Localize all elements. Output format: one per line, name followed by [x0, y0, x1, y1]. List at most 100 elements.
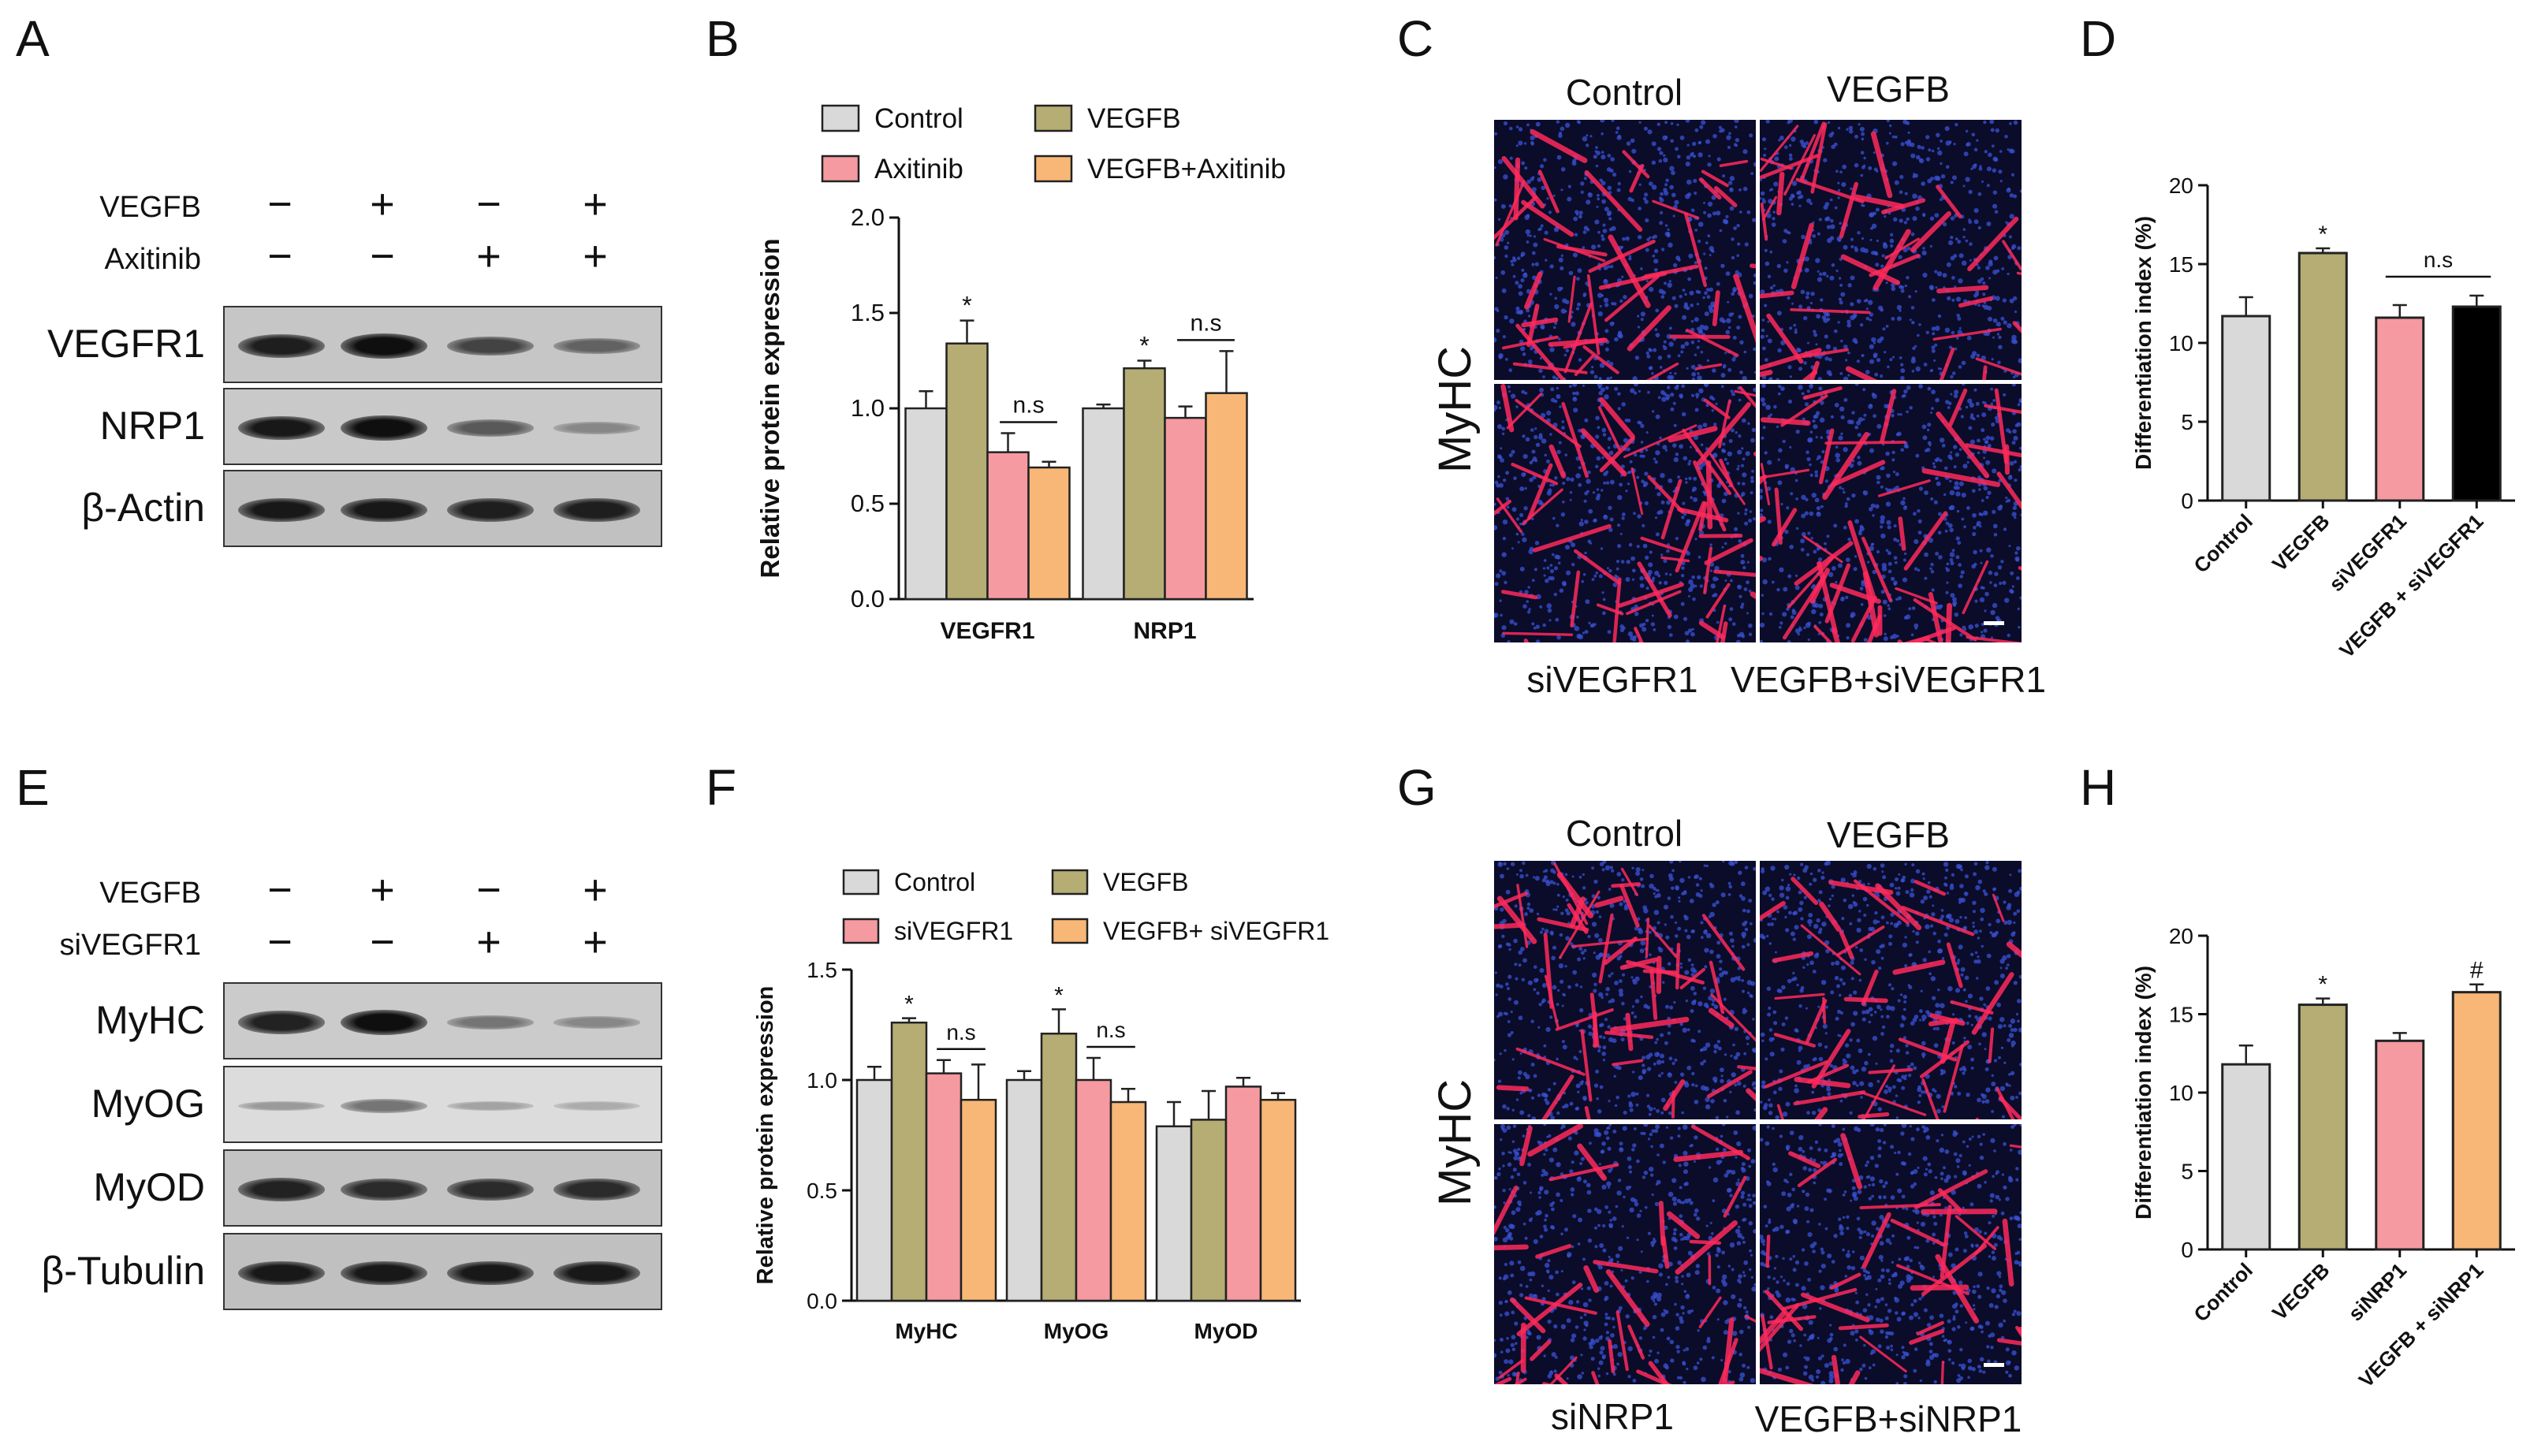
y-tick-label: 20: [2169, 173, 2193, 198]
bar: [1082, 407, 1125, 601]
scale-bar: [1984, 621, 2004, 625]
x-category-label: VEGFB: [2268, 1258, 2335, 1325]
bar: [945, 342, 989, 601]
micrograph-g-vegfb: [1760, 861, 2022, 1119]
bar: [1224, 1085, 1262, 1302]
bar-chart-d: 0 5 10 15 20 Differentiation index (%) Control…: [2131, 173, 2515, 662]
y-tick-label: 15: [2169, 1003, 2193, 1027]
blot-e-blot-band: [447, 1178, 534, 1201]
y-axis-label: Relative protein expression: [755, 239, 784, 579]
bar: [1040, 1032, 1078, 1302]
bar: [986, 451, 1030, 601]
bar: [1123, 367, 1166, 601]
y-tick-label: 0.5: [851, 490, 885, 517]
blot-e-blot-band: [238, 1100, 325, 1112]
legend-label: Control: [894, 868, 975, 896]
legend-label: VEGFB+ siVEGFR1: [1103, 917, 1329, 945]
panel-letter-e: E: [16, 759, 50, 816]
bar: [1164, 416, 1207, 601]
blot-e-blot-band: [553, 1101, 640, 1111]
blot-a-blot-band: [341, 497, 427, 523]
micrograph-c-vegfb-sivegfr1: [1760, 384, 2022, 642]
bar-chart-b: 0.0 0.5 1.0 1.5 2.0 Relative protein expressi…: [755, 103, 1286, 644]
bar: [1205, 392, 1248, 601]
blot-e-treatment-label: siVEGFR1: [59, 929, 201, 962]
blot-e-blot-strip: [223, 1149, 662, 1227]
blot-a-blot-band: [238, 334, 325, 358]
panel-letter-b: B: [706, 10, 740, 67]
y-tick-label: 2.0: [851, 203, 885, 231]
blot-a-blot-band: [447, 419, 534, 437]
blot-e-blot-band: [341, 1178, 427, 1201]
micrograph-panel-g: Control VEGFB MyHC siNRP1 VEGFB+siNRP1: [1419, 812, 2050, 1450]
x-category-label: VEGFB: [2268, 509, 2335, 576]
bar: [2221, 1063, 2271, 1251]
significance-mark: n.s: [1190, 310, 1221, 336]
western-blot-a: VEGFB − + − + Axitinib − − + + VEGFR1 NRP1 β-Actin: [0, 0, 694, 709]
micro-g-label-sinrp1: siNRP1: [1551, 1396, 1674, 1437]
blot-a-treatment-sign: −: [267, 233, 293, 280]
significance-mark: n.s: [1096, 1018, 1125, 1042]
micro-c-label-vegfb: VEGFB: [1827, 69, 1950, 110]
panel-letter-f: F: [706, 759, 737, 816]
blot-e-blot-band: [553, 1261, 640, 1286]
bar: [890, 1021, 928, 1302]
micro-g-label-vegfb-sinrp1: VEGFB+siNRP1: [1754, 1398, 2022, 1439]
bar: [925, 1072, 963, 1302]
bar: [1155, 1125, 1193, 1302]
blot-e-row-label: MyOG: [91, 1082, 205, 1126]
micrograph-panel-c: Control VEGFB MyHC siVEGFR1 VEGFB+siVEGF…: [1419, 69, 2050, 717]
y-tick-label: 1.0: [807, 1068, 837, 1093]
legend-label: VEGFB+Axitinib: [1087, 154, 1286, 184]
blot-a-row-label: NRP1: [99, 404, 205, 448]
panel-letter-g: G: [1397, 759, 1437, 816]
blot-a-blot-band: [553, 337, 640, 355]
y-tick-label: 1.0: [851, 394, 885, 422]
blot-a-blot-band: [238, 415, 325, 441]
legend-swatch: [1051, 869, 1089, 896]
legend-swatch: [1034, 104, 1073, 132]
blot-e-treatment-sign: +: [476, 918, 501, 966]
blot-a-blot-strip: [223, 470, 662, 547]
blot-a-treatment-label: Axitinib: [104, 243, 202, 276]
x-category-label: siNRP1: [2343, 1258, 2411, 1326]
blot-e-blot-strip: [223, 982, 662, 1059]
blot-a-treatment-sign: −: [267, 181, 293, 228]
blot-a-treatment-sign: +: [370, 181, 395, 228]
x-category-label: NRP1: [1133, 618, 1196, 644]
y-tick-label: 5: [2181, 1160, 2193, 1184]
bar: [2297, 1004, 2348, 1251]
blot-a-treatment-sign: −: [476, 181, 501, 228]
significance-mark: *: [2318, 972, 2327, 998]
blot-a-treatment-sign: +: [583, 233, 608, 280]
panel-letter-h: H: [2080, 759, 2117, 816]
blot-e-blot-band: [447, 1101, 534, 1111]
legend-swatch: [842, 869, 880, 896]
blot-e-blot-strip: [223, 1233, 662, 1310]
bar: [2451, 991, 2502, 1251]
bar: [2451, 305, 2502, 502]
micrograph-g-vegfb-sinrp1: [1760, 1124, 2022, 1384]
micro-c-label-sivegfr1: siVEGFR1: [1526, 659, 1698, 700]
blot-a-blot-strip: [223, 306, 662, 383]
significance-mark: *: [904, 992, 914, 1018]
blot-e-blot-strip: [223, 1066, 662, 1143]
blot-a-treatment-sign: +: [476, 233, 501, 280]
y-tick-label: 20: [2169, 924, 2193, 948]
blot-e-blot-band: [238, 1178, 325, 1201]
blot-a-blot-band: [553, 422, 640, 434]
significance-mark: *: [2318, 222, 2327, 248]
significance-mark: *: [1054, 982, 1064, 1008]
blot-e-treatment-sign: +: [583, 866, 608, 914]
bar: [1109, 1100, 1147, 1302]
blot-a-blot-band: [341, 333, 427, 359]
x-category-label: Control: [2189, 509, 2257, 578]
bar: [2375, 1039, 2425, 1251]
panel-letter-d: D: [2080, 10, 2117, 67]
bar: [904, 407, 948, 601]
y-tick-label: 0.5: [807, 1179, 837, 1203]
significance-mark: *: [1139, 332, 1149, 360]
legend-swatch: [842, 918, 880, 944]
blot-a-treatment-label: VEGFB: [99, 191, 201, 224]
bar: [1075, 1078, 1112, 1302]
